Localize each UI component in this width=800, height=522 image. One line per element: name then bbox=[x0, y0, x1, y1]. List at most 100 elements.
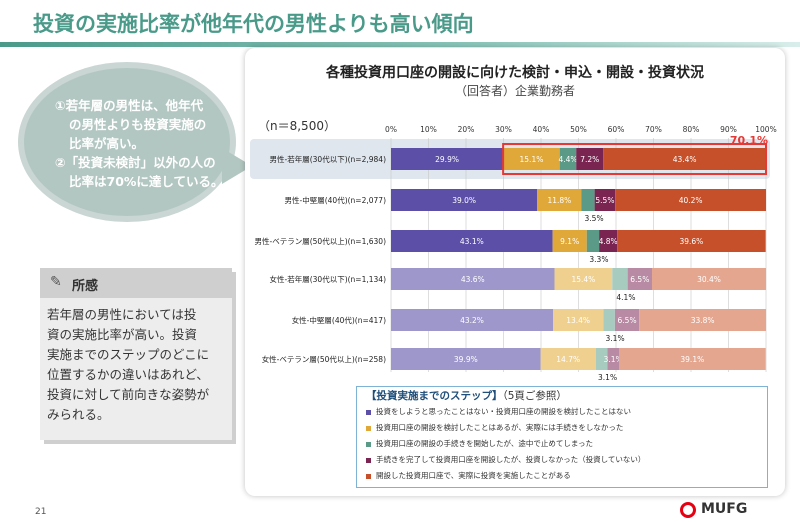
data-label: 7.2% bbox=[580, 155, 599, 164]
data-label: 3.1% bbox=[604, 355, 623, 364]
data-label: 9.1% bbox=[560, 237, 579, 246]
bar-segment bbox=[652, 268, 766, 290]
data-label: 40.2% bbox=[679, 196, 703, 205]
data-label: 14.7% bbox=[556, 355, 580, 364]
category-label: 女性-中堅層(40代)(n=417) bbox=[292, 315, 386, 325]
bar-segment bbox=[552, 230, 587, 252]
data-label: 3.5% bbox=[585, 214, 604, 223]
x-tick-label: 20% bbox=[458, 125, 475, 134]
chart-subtitle: （回答者）企業勤務者 bbox=[454, 84, 575, 98]
bar-segment bbox=[619, 348, 766, 370]
x-tick-label: 80% bbox=[683, 125, 700, 134]
bar-segment bbox=[612, 268, 628, 290]
summary-line: ①若年層の男性は、他年代 bbox=[55, 98, 204, 113]
summary-bubble-inner bbox=[24, 68, 230, 216]
bar-segment bbox=[595, 348, 608, 370]
data-label: 3.1% bbox=[606, 334, 625, 343]
bar-segment bbox=[586, 230, 600, 252]
insight-line: 若年層の男性においては投 bbox=[47, 307, 197, 322]
page-title: 投資の実施比率が他年代の男性よりも高い傾向 bbox=[33, 12, 474, 36]
data-label: 15.1% bbox=[520, 155, 544, 164]
bar-segment bbox=[391, 189, 538, 211]
x-tick-label: 70% bbox=[645, 125, 662, 134]
bar-segment bbox=[617, 230, 766, 252]
insight-line: 実施までのステップのどこに bbox=[47, 347, 210, 362]
bar-segment bbox=[639, 309, 766, 331]
bar-segment bbox=[391, 148, 504, 170]
bar-segment bbox=[603, 148, 766, 170]
insight-line: 資の実施比率が高い。投資 bbox=[47, 327, 198, 342]
category-label: 男性-中堅層(40代)(n=2,077) bbox=[285, 195, 387, 205]
insight-text: 若年層の男性においては投 資の実施比率が高い。投資 実施までのステップのどこに … bbox=[47, 305, 229, 425]
insight-line: 投資に対して前向きな姿勢が bbox=[47, 387, 210, 402]
stacked-bar-chart: 0% 10% 20% 30% 40% 50% 60% 70% 80% 90% 100% 男性-若年層(… bbox=[250, 125, 777, 382]
data-label: 15.4% bbox=[571, 275, 595, 284]
data-label: 43.1% bbox=[460, 237, 484, 246]
bar-segment bbox=[607, 348, 619, 370]
data-label: 43.2% bbox=[460, 316, 484, 325]
page-number: 21 bbox=[35, 507, 47, 517]
bar-segment bbox=[391, 309, 553, 331]
legend-label: 投資をしようと思ったことはない・投資用口座の開設を検討したことはない bbox=[376, 407, 631, 416]
category-label: 男性-ベテラン層(50代以上)(n=1,630) bbox=[255, 236, 387, 246]
data-label: 3.1% bbox=[598, 373, 617, 382]
bar-segment bbox=[576, 148, 604, 170]
title-underline bbox=[0, 42, 800, 47]
category-label: 女性-ベテラン層(50代以上)(n=258) bbox=[262, 354, 386, 364]
legend-title-text: 【投資実施までのステップ】 bbox=[366, 390, 503, 402]
legend-item: 開設した投資用口座で、実際に投資を実施したことがある bbox=[366, 470, 571, 481]
bar-segment bbox=[559, 148, 577, 170]
data-label: 4.1% bbox=[616, 293, 635, 302]
bar-segment bbox=[581, 189, 595, 211]
legend-swatch bbox=[366, 441, 371, 447]
summary-text: ①若年層の男性は、他年代 の男性よりも投資実施の 比率が高い。 ②「投資未検討」… bbox=[55, 96, 230, 191]
summary-line: 比率が高い。 bbox=[69, 136, 145, 151]
pencil-icon: ✎ bbox=[50, 274, 62, 290]
bar-segment bbox=[614, 309, 640, 331]
legend-swatch bbox=[366, 409, 371, 415]
bar-segment bbox=[553, 309, 604, 331]
summary-line: の男性よりも投資実施の bbox=[69, 117, 207, 132]
bar-segment bbox=[391, 348, 541, 370]
data-label: 30.4% bbox=[697, 275, 721, 284]
chart-title: 各種投資用口座の開設に向けた検討・申込・開設・投資状況 bbox=[326, 65, 704, 81]
data-label: 6.5% bbox=[618, 316, 637, 325]
x-tick-label: 60% bbox=[608, 125, 625, 134]
data-label: 43.4% bbox=[673, 155, 697, 164]
legend-item: 投資用口座の開設の手続きを開始したが、途中で止めてしまった bbox=[366, 438, 593, 449]
bar-segment bbox=[627, 268, 652, 290]
legend-note: （5頁ご参照） bbox=[502, 390, 567, 402]
summary-line: 比率は70%に達している。 bbox=[69, 174, 224, 189]
highlight-value: 70.1% bbox=[730, 134, 768, 147]
legend-item: 投資用口座の開設を検討したことはあるが、実際には手続きをしなかった bbox=[366, 422, 623, 433]
legend-swatch bbox=[366, 473, 371, 479]
insight-line: みられる。 bbox=[47, 407, 110, 422]
bar-segment bbox=[537, 189, 582, 211]
legend-label: 開設した投資用口座で、実際に投資を実施したことがある bbox=[376, 471, 571, 480]
insight-line: 位置するかの違いはあれど、 bbox=[47, 367, 209, 382]
x-tick-label: 50% bbox=[570, 125, 587, 134]
x-tick-label: 0% bbox=[385, 125, 397, 134]
data-label: 43.6% bbox=[461, 275, 485, 284]
data-label: 39.1% bbox=[680, 355, 704, 364]
mufg-logo-text: MUFG bbox=[701, 501, 748, 517]
bar-segment bbox=[554, 268, 613, 290]
legend-label: 投資用口座の開設を検討したことはあるが、実際には手続きをしなかった bbox=[376, 423, 624, 432]
data-label: 5.5% bbox=[595, 196, 614, 205]
category-label: 男性-若年層(30代以下)(n=2,984) bbox=[270, 154, 387, 164]
bar-segment bbox=[391, 230, 553, 252]
data-label: 39.0% bbox=[452, 196, 476, 205]
data-label: 4.8% bbox=[599, 237, 618, 246]
data-label: 33.8% bbox=[691, 316, 715, 325]
legend-box bbox=[356, 386, 768, 488]
x-tick-label: 100% bbox=[755, 125, 776, 134]
legend-label: 投資用口座の開設の手続きを開始したが、途中で止めてしまった bbox=[376, 439, 594, 448]
x-tick-label: 30% bbox=[495, 125, 512, 134]
x-tick-label: 10% bbox=[420, 125, 437, 134]
legend-item: 投資をしようと思ったことはない・投資用口座の開設を検討したことはない bbox=[366, 406, 631, 417]
data-label: 4.4% bbox=[558, 155, 577, 164]
sample-size: （n＝8,500） bbox=[258, 119, 336, 133]
bar-segment bbox=[603, 309, 615, 331]
category-label: 女性-若年層(30代以下)(n=1,134) bbox=[270, 274, 387, 284]
insight-header bbox=[40, 268, 232, 298]
